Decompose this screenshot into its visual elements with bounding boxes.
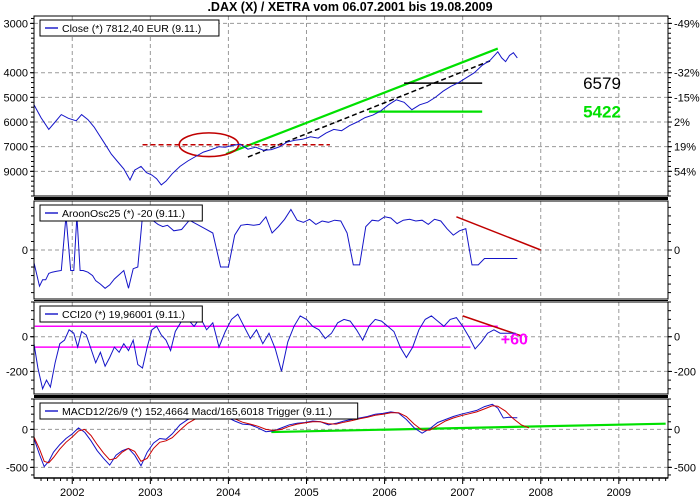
x-tick-label: 2007 <box>450 487 474 499</box>
panel-separator <box>34 395 668 398</box>
x-tick-label: 2006 <box>372 487 396 499</box>
legend-macd[interactable]: MACD12/26/9 (*) 152,4664 Macd/165,6018 T… <box>39 402 359 420</box>
panel-frame <box>33 15 669 197</box>
y-tick-label-left: -500 <box>6 462 28 474</box>
legend-label: CCI20 (*) 19,96001 (9.11.) <box>62 309 185 321</box>
legend-box <box>39 402 359 420</box>
x-tick-label: 2003 <box>138 487 162 499</box>
y-tick-label-left: 0 <box>22 424 28 436</box>
uptrend-line <box>225 47 499 156</box>
legend-box <box>39 305 203 323</box>
legend-price[interactable]: Close (*) 7812,40 EUR (9.11.) <box>39 19 220 37</box>
y-tick-label-right: -500 <box>674 462 696 474</box>
y-tick-label-left: 5000 <box>4 92 28 104</box>
resistance-level-label: 6579 <box>583 74 621 93</box>
series-line-trigger <box>33 405 530 464</box>
panel-macd: 0 0 -500 -500 <box>6 398 696 479</box>
y-tick-label-right: 2% <box>674 117 690 129</box>
macd-support-line <box>271 422 666 434</box>
panel-frame <box>33 301 669 395</box>
x-tick-label: 2009 <box>607 487 631 499</box>
legend-label: AroonOsc25 (*) -20 (9.11.) <box>62 208 185 220</box>
x-tick-label: 2002 <box>60 487 84 499</box>
y-tick-label-right: 0 <box>674 424 680 436</box>
legend-aroon[interactable]: AroonOsc25 (*) -20 (9.11.) <box>39 204 203 222</box>
y-tick-label-left: 7000 <box>4 142 28 154</box>
x-tick-label: 2005 <box>294 487 318 499</box>
y-tick-label-left: 9000 <box>4 166 28 178</box>
series-line-close <box>33 50 518 186</box>
x-tick-label: 2004 <box>216 487 240 499</box>
legend-label: MACD12/26/9 (*) 152,4664 Macd/165,6018 T… <box>62 406 332 418</box>
legend-box <box>39 19 220 37</box>
legend-box <box>39 204 203 222</box>
y-tick-label-left: 3000 <box>4 18 28 30</box>
aroon-downtrend-line <box>456 216 542 251</box>
y-tick-label-left: 6000 <box>4 117 28 129</box>
y-tick-label-right: -49% <box>674 18 700 30</box>
y-tick-label-right: 54% <box>674 166 696 178</box>
y-tick-label-left: 4000 <box>4 68 28 80</box>
y-tick-label-right: 19% <box>674 142 696 154</box>
x-tick-label: 2008 <box>528 487 552 499</box>
y-tick-label-right: -15% <box>674 92 700 104</box>
y-tick-label-right: 0 <box>674 332 680 344</box>
legend-cci[interactable]: CCI20 (*) 19,96001 (9.11.) <box>39 305 203 323</box>
y-tick-label-left: -200 <box>6 366 28 378</box>
panel-separator <box>34 197 668 200</box>
y-tick-label-left: 0 <box>22 245 28 257</box>
y-tick-label-right: -32% <box>674 68 700 80</box>
y-tick-label-right: 0 <box>674 245 680 257</box>
cci-threshold-label: +60 <box>501 331 528 348</box>
page-title: .DAX (X) / XETRA vom 06.07.2001 bis 19.0… <box>207 0 492 14</box>
panel-separator <box>34 300 668 301</box>
series-line-cci20 <box>33 313 516 391</box>
support-level-label: 5422 <box>583 103 621 122</box>
y-tick-label-left: 0 <box>22 332 28 344</box>
series-line-macd <box>33 403 518 468</box>
legend-label: Close (*) 7812,40 EUR (9.11.) <box>62 23 201 35</box>
cci-downtrend-line <box>462 315 522 337</box>
parallel-channel-line <box>247 60 491 158</box>
y-tick-label-right: -200 <box>674 366 696 378</box>
series-line-aroonosc25 <box>33 208 518 289</box>
